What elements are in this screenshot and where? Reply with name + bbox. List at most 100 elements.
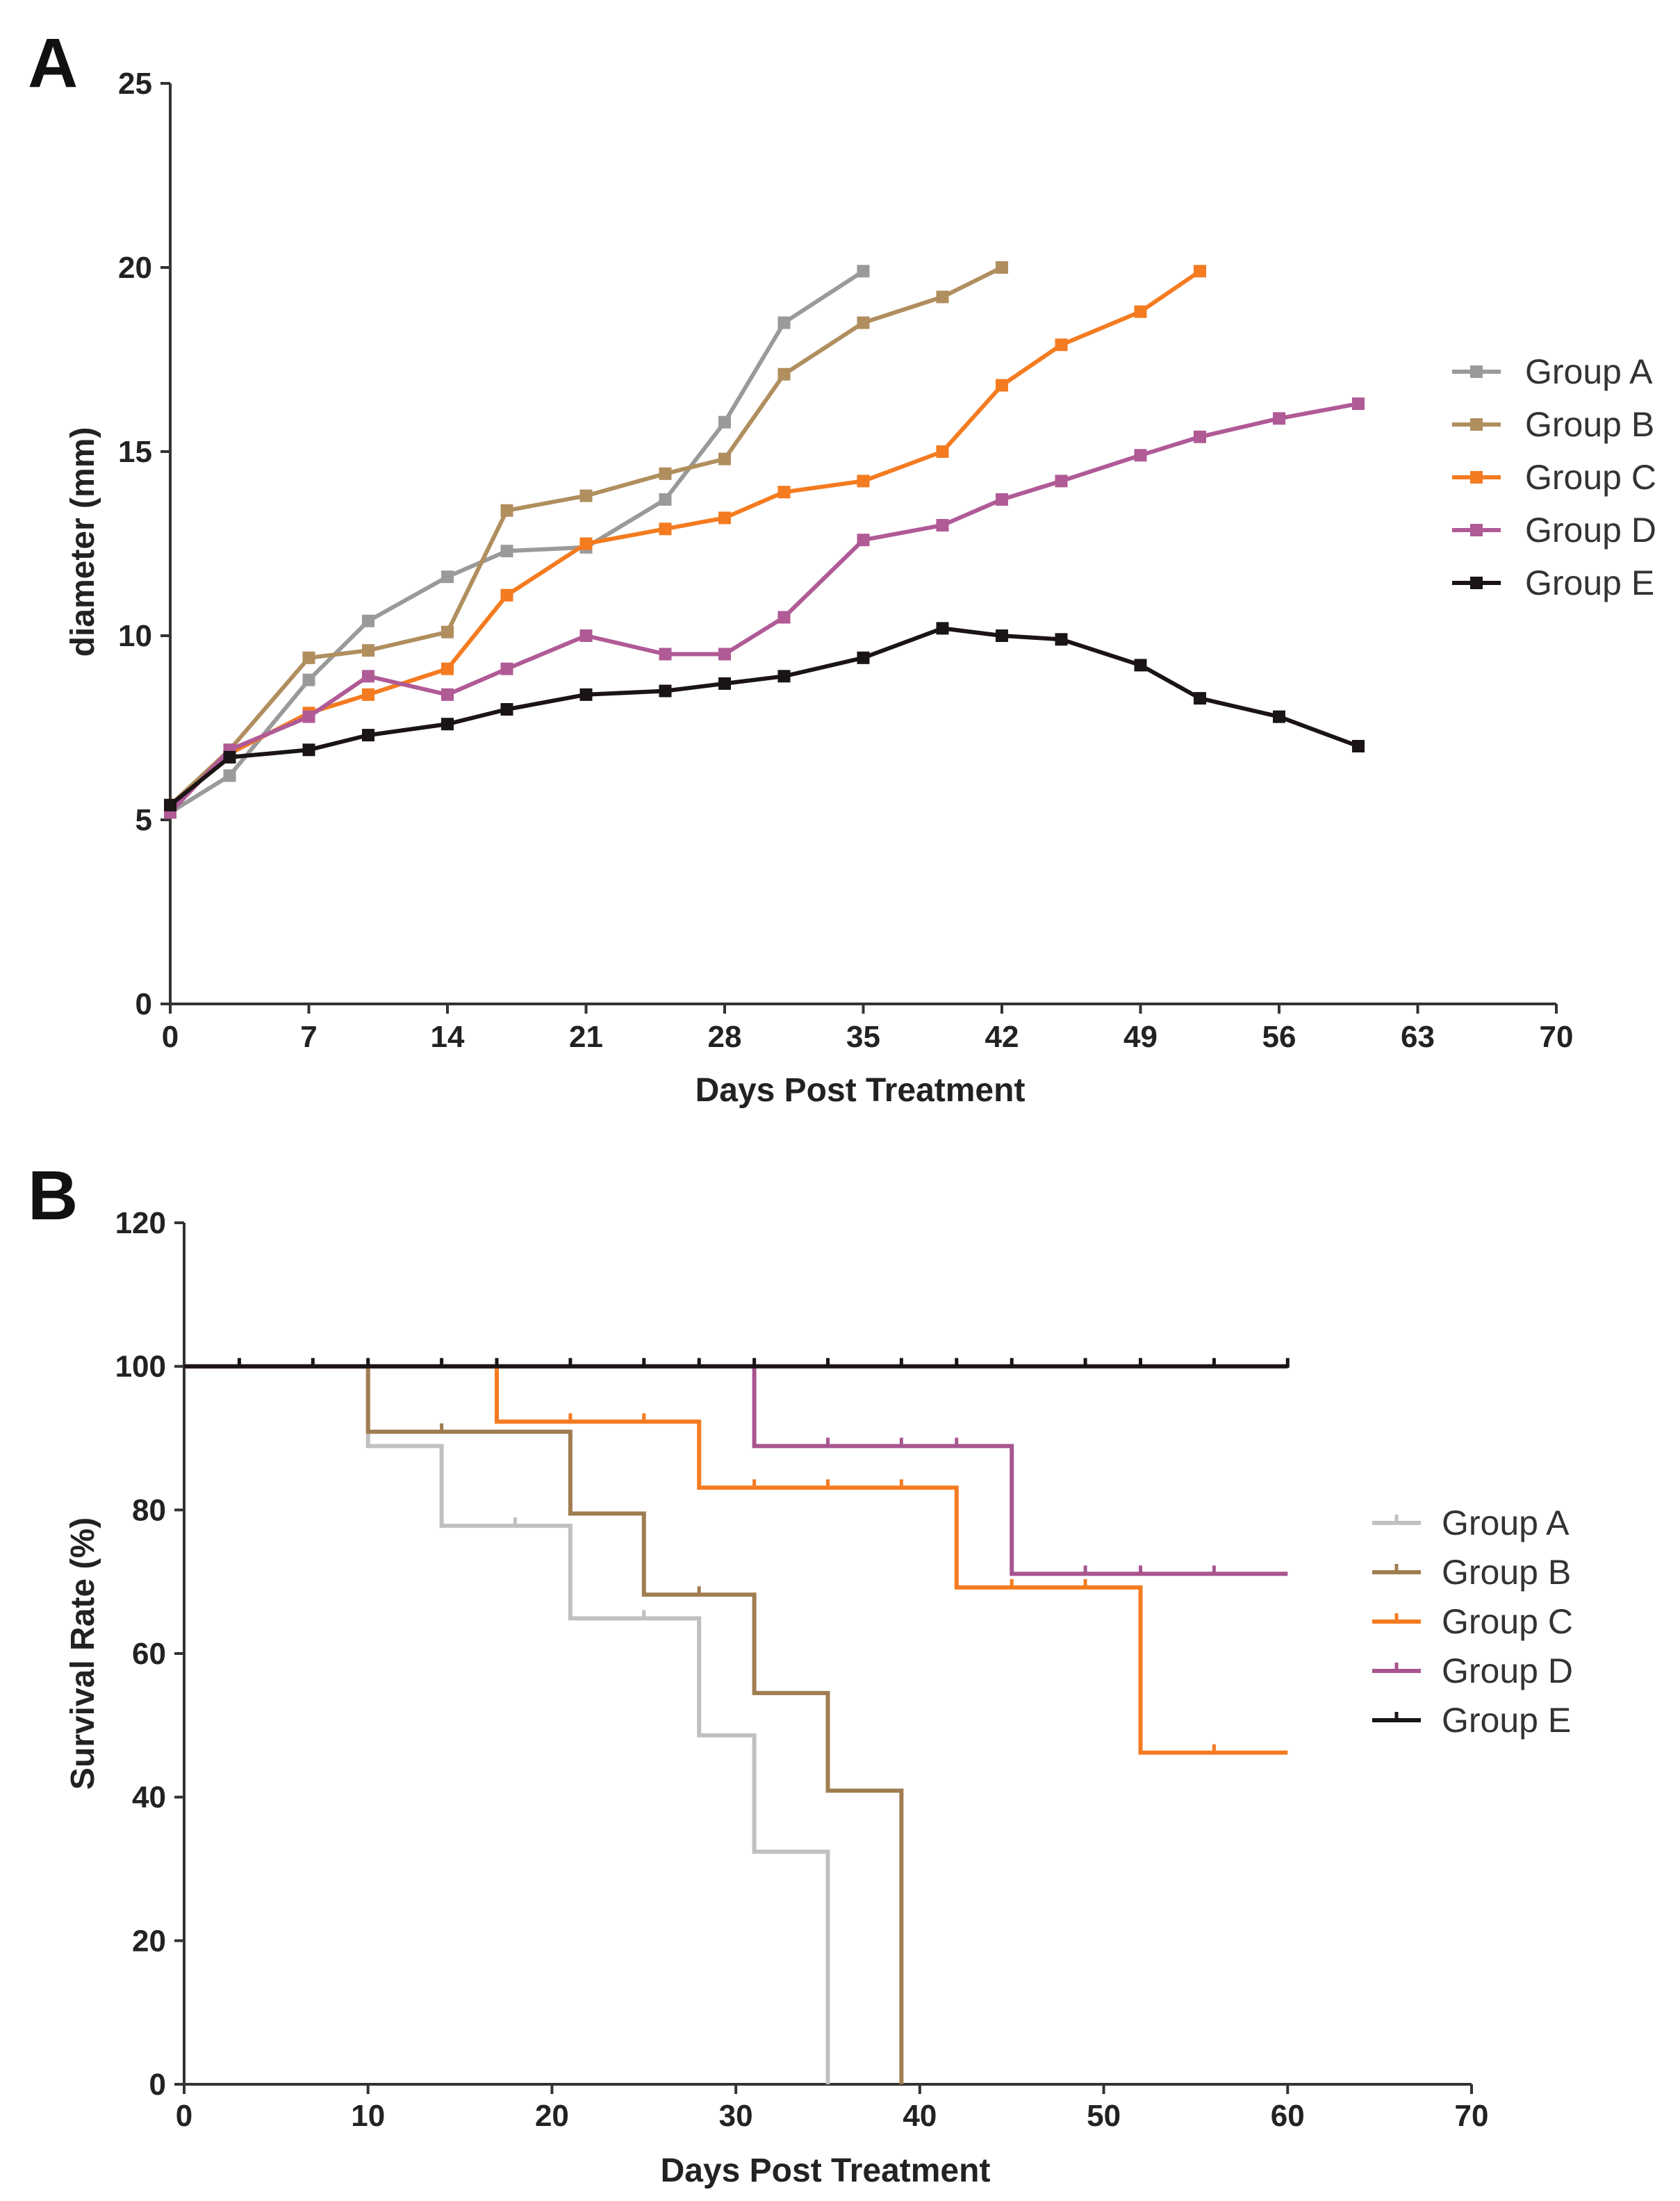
data-point [936, 622, 949, 635]
panel-b-y-tick-label: 100 [115, 1350, 166, 1384]
data-point [777, 611, 791, 624]
data-point [441, 688, 454, 701]
data-point [1194, 692, 1206, 705]
data-point [1352, 740, 1365, 752]
data-point [996, 379, 1008, 392]
data-point [1194, 265, 1206, 278]
legend-label: Group E [1442, 1701, 1571, 1740]
panel-b-x-tick-label: 20 [535, 2099, 569, 2133]
data-point [579, 537, 593, 550]
panel-a-x-tick-label: 63 [1401, 1020, 1435, 1054]
data-point [777, 368, 791, 381]
data-point [500, 588, 513, 602]
data-point [857, 651, 870, 664]
data-point [936, 519, 949, 531]
panel-a-x-tick-label: 14 [431, 1020, 465, 1054]
panel-b-y-axis-title: Survival Rate (%) [65, 1517, 101, 1790]
panel-b-series-group-e [184, 1358, 1290, 1369]
data-point [1273, 412, 1285, 425]
data-point [659, 467, 672, 480]
data-point [223, 750, 236, 764]
panel-b-label: B [28, 1157, 78, 1235]
legend-label: Group D [1525, 511, 1656, 550]
data-point [1055, 475, 1068, 488]
data-point [441, 662, 454, 675]
panel-a-x-tick-label: 7 [300, 1020, 317, 1054]
legend-item: Group A [1372, 1503, 1570, 1542]
legend-item: Group B [1372, 1553, 1571, 1592]
panel-a-series-group-d [164, 397, 1365, 819]
legend-label: Group B [1525, 405, 1654, 444]
data-point [857, 316, 870, 329]
data-point [362, 614, 374, 627]
panel-a-x-tick-label: 70 [1540, 1020, 1574, 1054]
data-point [302, 673, 315, 686]
data-point [362, 670, 374, 683]
panel-b-y-tick-label: 20 [132, 1924, 166, 1958]
data-point [857, 475, 870, 488]
legend-swatch-marker [1470, 471, 1483, 484]
panel-a-series [164, 261, 1365, 819]
panel-a-x-tick-label: 28 [708, 1020, 742, 1054]
data-point [857, 265, 870, 278]
legend-label: Group A [1525, 352, 1653, 391]
panel-a-axes: 0 7 14 21 28 35 42 49 56 63 70 0 5 10 15 20 25 [118, 67, 1573, 1054]
panel-a-y-tick-label: 25 [118, 67, 152, 101]
panel-b-x-tick-label: 10 [351, 2099, 385, 2133]
panel-a-x-tick-label: 56 [1262, 1020, 1296, 1054]
legend-label: Group C [1442, 1602, 1573, 1641]
panel-b-legend: Group A Group B Group C Group D Group E [1372, 1503, 1573, 1740]
data-point [659, 648, 672, 661]
data-point [996, 493, 1008, 506]
panel-b-y-tick-label: 0 [149, 2068, 166, 2102]
data-point [1055, 633, 1068, 646]
data-point [1352, 397, 1365, 411]
data-point [500, 703, 513, 716]
data-point [302, 710, 315, 723]
data-point [996, 629, 1008, 642]
data-point [777, 316, 791, 329]
panel-a-y-axis-title: diameter (mm) [65, 427, 101, 657]
data-point [302, 651, 315, 664]
legend-item: Group C [1372, 1602, 1573, 1641]
series-line [168, 269, 1201, 811]
data-point [718, 511, 731, 525]
panel-a-x-axis-title: Days Post Treatment [695, 1072, 1026, 1109]
data-point [500, 545, 513, 558]
panel-a-y-tick-label: 0 [135, 987, 152, 1021]
data-point [1055, 338, 1068, 352]
legend-item: Group A [1452, 352, 1653, 391]
survival-step-line [184, 1364, 830, 2084]
data-point [996, 261, 1008, 274]
panel-b-x-tick-label: 0 [176, 2099, 192, 2133]
data-point [718, 648, 731, 661]
series-line [168, 402, 1359, 814]
data-point [441, 570, 454, 584]
data-point [777, 670, 791, 683]
legend-swatch-marker [1470, 418, 1483, 431]
panel-a: A 0 7 14 21 28 35 42 49 56 63 70 0 5 10 15 20 25 Group A… [28, 24, 1656, 1109]
legend-label: Group C [1525, 458, 1656, 497]
data-point [302, 743, 315, 757]
data-point [1194, 430, 1206, 443]
panel-b-axes: 0 10 20 30 40 50 60 70 0 20 40 60 80 100 120 [115, 1206, 1489, 2133]
legend-item: Group C [1452, 458, 1656, 497]
panel-a-x-tick-label: 35 [846, 1020, 880, 1054]
panel-b-y-tick-label: 80 [132, 1493, 166, 1527]
legend-item: Group D [1452, 511, 1656, 550]
panel-a-y-tick-label: 5 [135, 803, 152, 837]
survival-step-line [184, 1364, 904, 2084]
panel-b-x-tick-label: 50 [1087, 2099, 1121, 2133]
panel-a-y-tick-label: 20 [118, 251, 152, 285]
panel-b-series-group-b [184, 1364, 904, 2084]
data-point [1273, 710, 1285, 723]
panel-b-x-tick-label: 40 [903, 2099, 937, 2133]
data-point [1134, 659, 1147, 672]
panel-b-x-tick-label: 30 [719, 2099, 753, 2133]
data-point [659, 684, 672, 698]
data-point [441, 718, 454, 731]
data-point [164, 798, 176, 811]
panel-b-y-tick-label: 120 [115, 1206, 166, 1240]
legend-label: Group A [1442, 1503, 1570, 1542]
panel-a-series-group-e [164, 622, 1365, 811]
